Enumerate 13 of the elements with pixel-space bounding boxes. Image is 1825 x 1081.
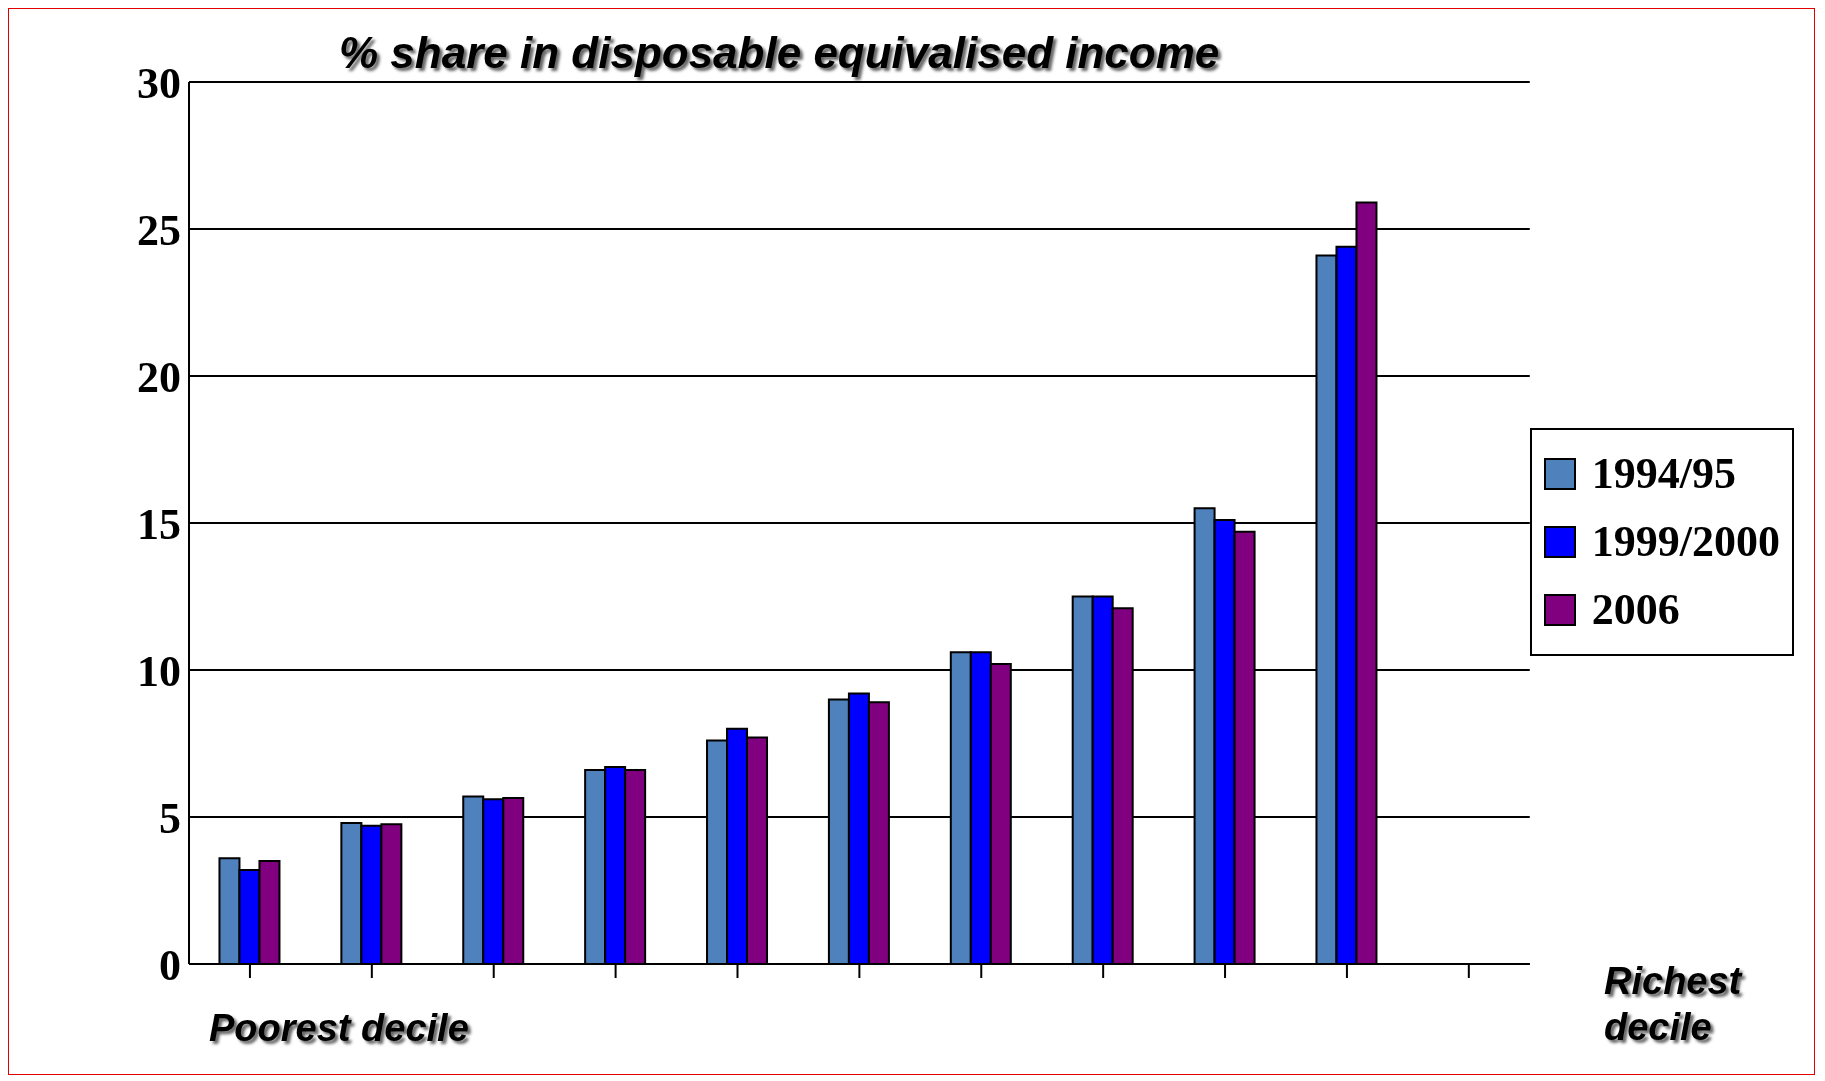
y-tick-label: 15 <box>137 499 181 549</box>
text: Richest decile <box>1604 959 1744 1050</box>
y-tick-label: 0 <box>159 940 181 990</box>
y-tick-label: 25 <box>137 205 181 255</box>
y-tick-label: 30 <box>137 58 181 108</box>
y-tick-label: 20 <box>137 352 181 402</box>
text: Poorest decile <box>209 1007 470 1049</box>
y-tick-label: 5 <box>159 793 181 843</box>
legend-label: 2006 <box>1590 584 1681 636</box>
legend-label: 1994/95 <box>1590 448 1737 500</box>
legend-label: 1999/2000 <box>1590 516 1780 568</box>
y-tick-label: 10 <box>137 646 181 696</box>
chart-title: % share in disposable equivalised income <box>339 27 1220 79</box>
